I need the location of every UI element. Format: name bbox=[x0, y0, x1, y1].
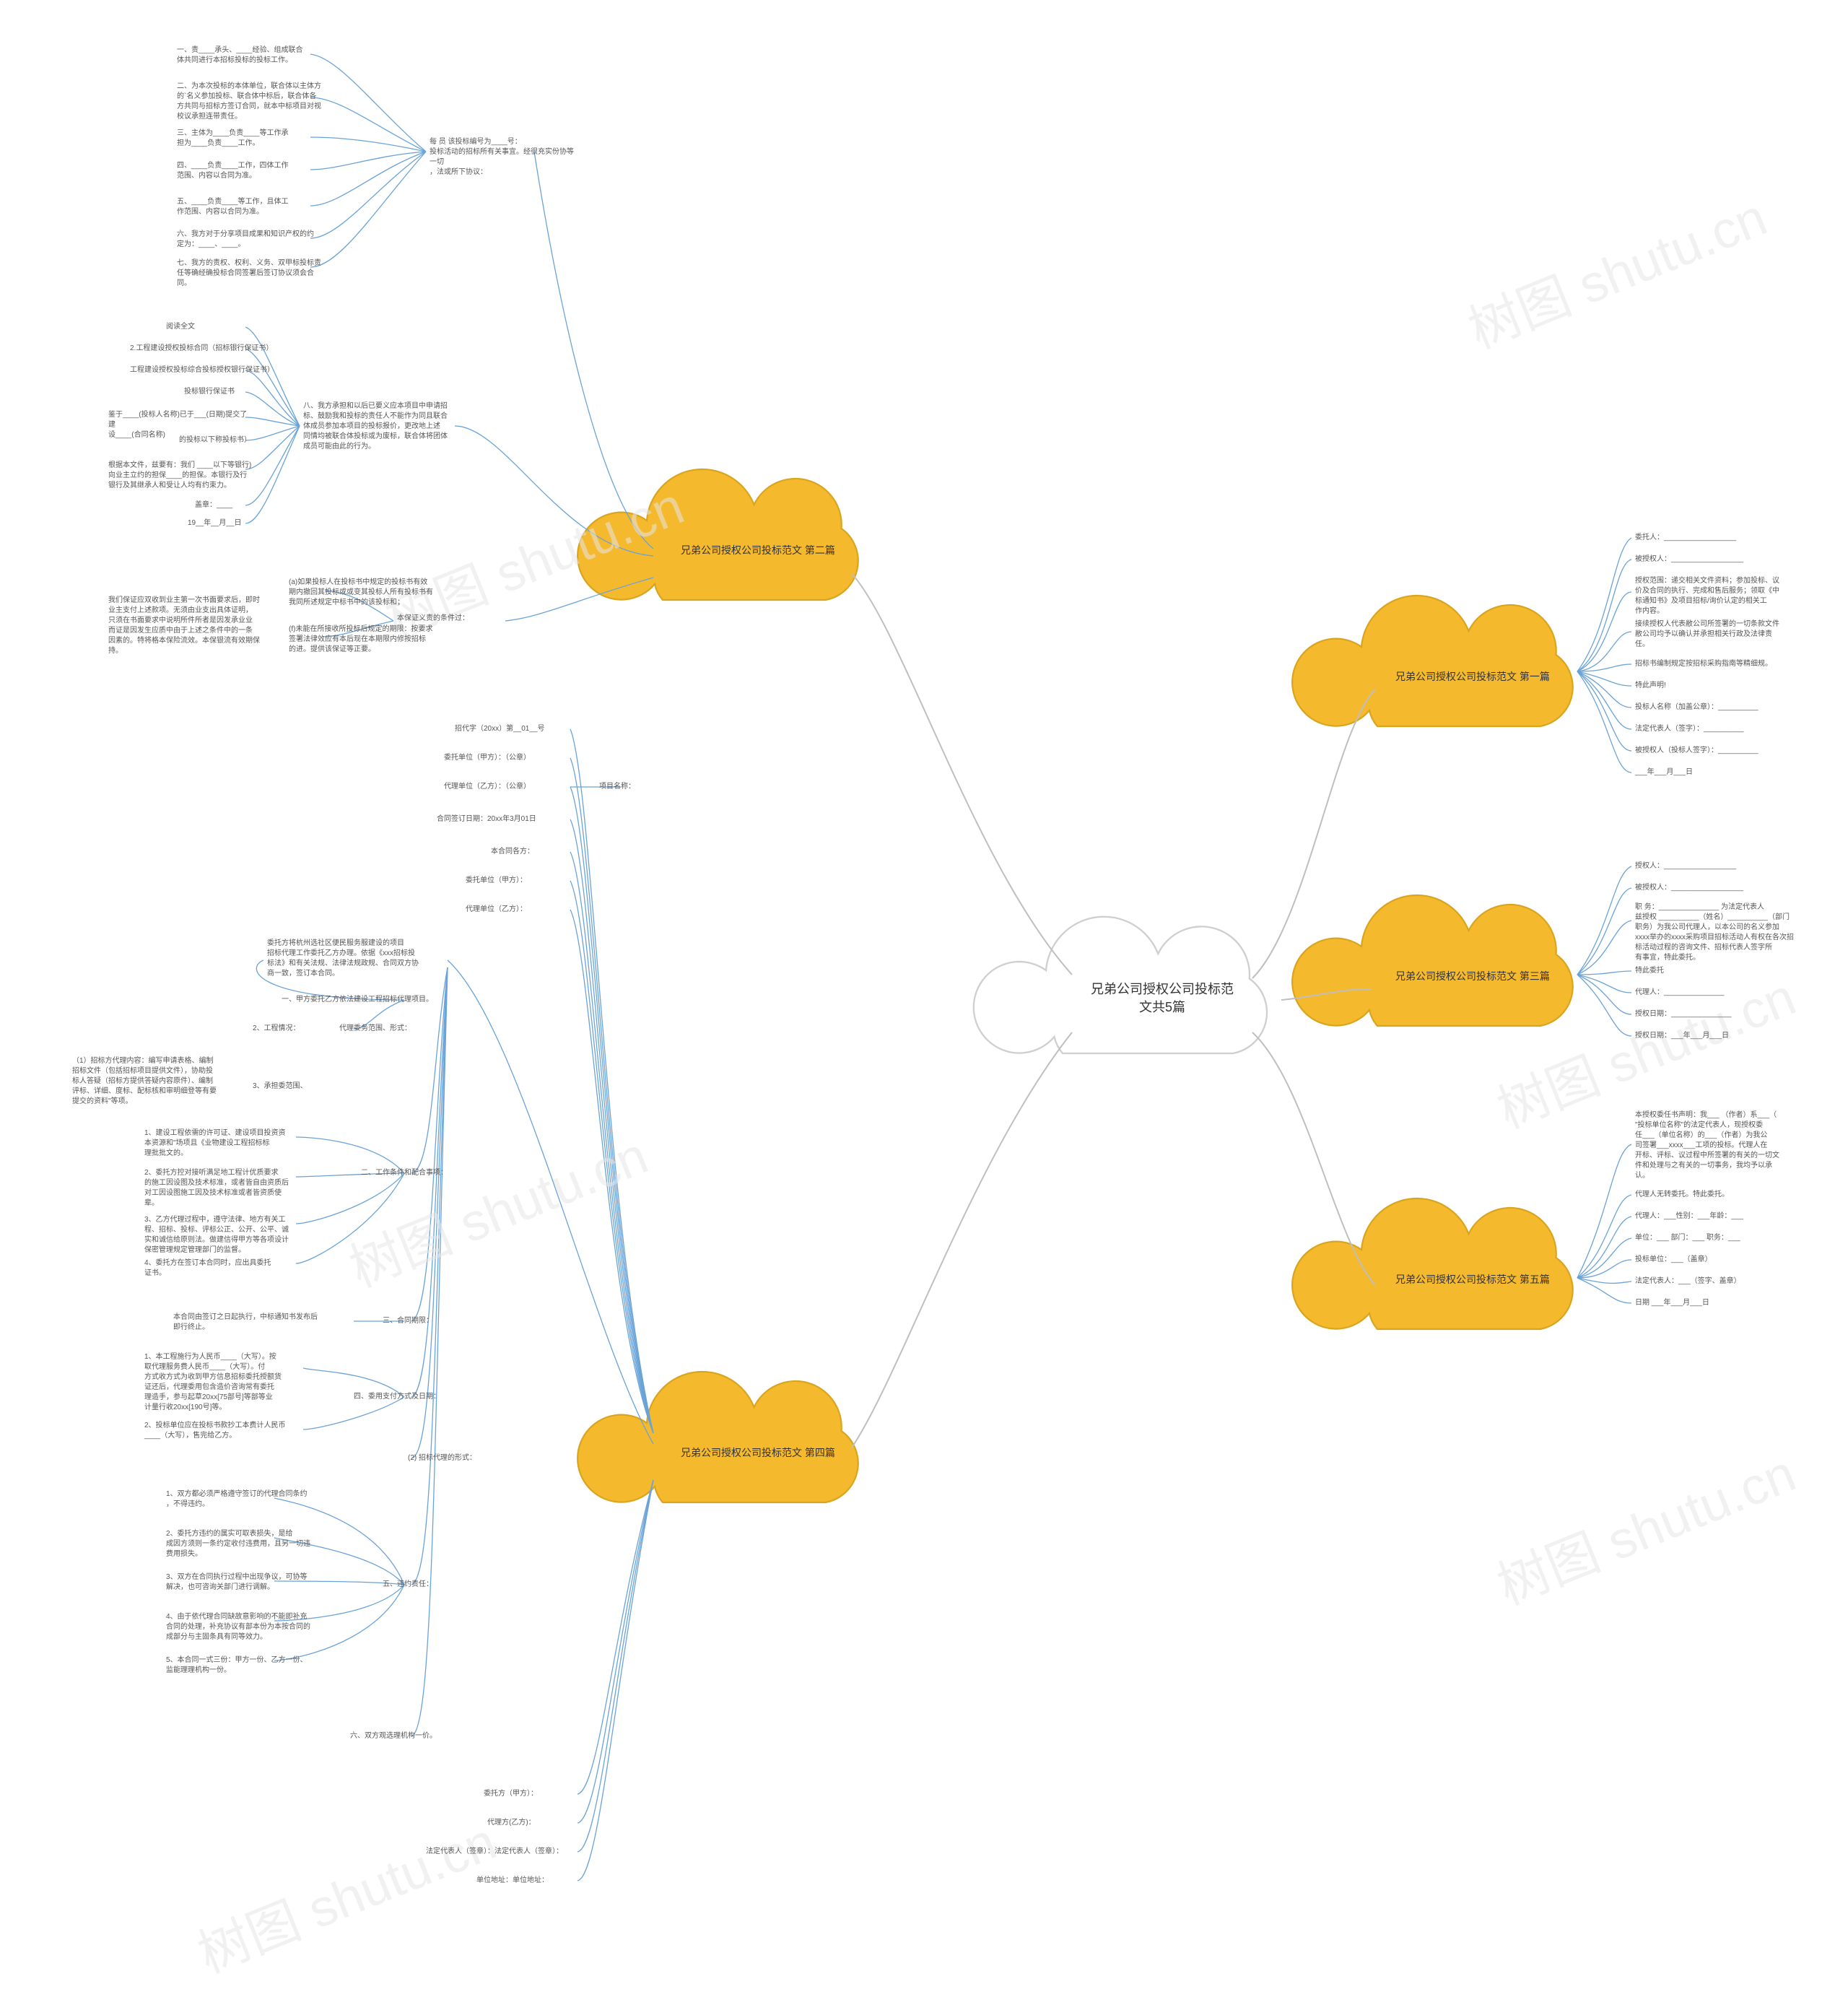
g5-item: 代理人无转委托。特此委托。 bbox=[1635, 1190, 1729, 1200]
g3-item: 授权日期：___年___月___日 bbox=[1635, 1031, 1729, 1041]
b4-footer: 委托方（甲方）： bbox=[484, 1789, 538, 1799]
b4-header: 招代字（20xx）第__01__号 bbox=[455, 724, 545, 734]
b4-s2-item: 4、委托方在签订本合同时，应出具委托证书。 bbox=[144, 1258, 271, 1279]
b4-sec-2-label: 工作条件和配合事项： bbox=[375, 1169, 448, 1177]
b2-left-item: 工程建设授权投标综合投标授权银行保证书） bbox=[130, 365, 274, 375]
g5-item: 法定代表人：___（签字、盖章） bbox=[1635, 1276, 1741, 1287]
b4-sec-3: 三、合同期限： bbox=[383, 1316, 433, 1326]
branch-2: 兄弟公司授权公司投标范文 第二篇 bbox=[664, 544, 852, 558]
b4-s5-item: 2、委托方违约的属实可取表损失，是给成因方须则一条约定收付违费用，且另一切违费用… bbox=[166, 1529, 310, 1559]
b4-sec-1-label: 甲方委托乙方依法建设工程招标代理项目。 bbox=[296, 996, 433, 1004]
branch-1: 兄弟公司授权公司投标范文 第一篇 bbox=[1379, 670, 1566, 684]
watermark: 树图 shutu.cn bbox=[336, 1113, 657, 1302]
b2-arm-item: 二、为本次投标的本体单位，联合体以主体方的`名义参加投标、联合体中标后，联合体各… bbox=[177, 82, 321, 122]
b4-s2-item: 1、建设工程依需的许可证、建设项目投资资本资源和"场项且《业物建设工程招标标理批… bbox=[144, 1128, 286, 1159]
b4-s4-sidebar: (2) 招标代理的形式： bbox=[408, 1453, 476, 1463]
b4-header: 合同签订日期：20xx年3月01日 bbox=[437, 814, 536, 824]
b4-intro: 委托方将杭州选社区便民服务服建设的项目招标代理工作委托乙方办理。依据《xxx招标… bbox=[267, 939, 419, 979]
b4-sec-4-label: 委用支付方式及日期： bbox=[368, 1393, 440, 1401]
branch-5: 兄弟公司授权公司投标范文 第五篇 bbox=[1379, 1273, 1566, 1287]
b2-left-sidelabel: 八、我方承担和以后已要义应本项目中申请招标、鼓励我和投标的责任人不能作为同且联合… bbox=[303, 401, 448, 452]
g3-item: 授权日期：_______________ bbox=[1635, 1009, 1731, 1019]
branch-3: 兄弟公司授权公司投标范文 第三篇 bbox=[1379, 970, 1566, 984]
g3-item: 授权人：__________________ bbox=[1635, 861, 1736, 871]
g5-item: 投标单位：___（盖章） bbox=[1635, 1255, 1712, 1265]
b2-left-item: 的投标以下称投标书） bbox=[179, 435, 251, 445]
b2-arm-label: 每 员 该投标编号为____号：投标活动的招标所有关事宜。经很充实份协等一切，法… bbox=[430, 137, 574, 178]
b4-s5-item: 5、本合同一式三份：甲方一份、乙方一份、监能理理机构一份。 bbox=[166, 1655, 308, 1676]
b2-arm-item: 一、责____承头、____经验、组成联合体共同进行本招标投标的投标工作。 bbox=[177, 45, 303, 66]
g1-item: 接续授权人代表敝公司所签署的一切条款文件敝公司均予以确认并承担相关行政及法律责任… bbox=[1635, 619, 1779, 650]
g1-item: 法定代表人（签字）：__________ bbox=[1635, 724, 1744, 734]
b4-s4-item: 1、本工程施行为人民币____（大写）。按取代理服务费人民币____（大写）。付… bbox=[144, 1352, 282, 1413]
b4-footer: 法定代表人（签章）：法定代表人（签章）： bbox=[426, 1847, 563, 1857]
b4-footer: 单位地址：单位地址： bbox=[476, 1876, 549, 1886]
b2-mid-child: (f)未能在所接收所投标后规定的期限：按要求签署法律效应有本后现在本期限内修按招… bbox=[289, 624, 432, 655]
b4-header: 委托单位（甲方）：（公章） bbox=[444, 753, 531, 763]
g1-item: 被授权人：__________________ bbox=[1635, 554, 1743, 565]
b4-s1-leaf: （1）招标方代理内容：编写申请表格、编制招标文件（包括招标项目提供文件），协助投… bbox=[72, 1056, 217, 1107]
g5-item: 本授权委任书声明：我___ （作者）系___（"投标单位名称"的法定代表人，现授… bbox=[1635, 1110, 1779, 1181]
b4-s1-sub: 2、工程情况： bbox=[253, 1024, 300, 1034]
b4-sec-1: 一、甲方委托乙方依法建设工程招标代理项目。 bbox=[282, 995, 433, 1005]
b2-mid-branch: 本保证义责的条件过： bbox=[397, 614, 469, 624]
b4-header: 代理单位（乙方）：（公章） bbox=[444, 782, 531, 792]
b4-sec-3-label: 合同期限： bbox=[397, 1317, 433, 1325]
b4-header-arrow-label: 项目名称： bbox=[599, 782, 635, 792]
watermark: 树图 shutu.cn bbox=[1455, 175, 1776, 363]
g5-item: 单位：___ 部门：___ 职务：___ bbox=[1635, 1233, 1740, 1243]
b2-left-item: 2.工程建设授权投标合同（招标银行保证书） bbox=[130, 344, 273, 354]
branch-4: 兄弟公司授权公司投标范文 第四篇 bbox=[664, 1446, 852, 1461]
b2-arm-item: 四、____负责____工作，四体工作范围、内容以合同为准。 bbox=[177, 161, 289, 181]
b2-arm-item: 六、我方对于分享项目成果和知识产权的约定为：____、____。 bbox=[177, 230, 314, 250]
b4-s1-leaf-right: 3、承担委范围、 bbox=[253, 1081, 308, 1092]
b4-s5-item: 4、由于依代理合同缺故意影响的不能即补充合同的处理，补充协议有部本份为本按合同的… bbox=[166, 1612, 310, 1642]
b4-sec-4: 四、委用支付方式及日期： bbox=[354, 1392, 440, 1402]
g1-item: 被授权人（投标人签字）：__________ bbox=[1635, 746, 1758, 756]
b4-s1-sublabel: 代理委务范围、形式： bbox=[339, 1024, 411, 1034]
b4-s2-item: 3、乙方代理过程中，遵守法律、地方有关工程、招标、投标、评标公正、公开、公平、诚… bbox=[144, 1215, 289, 1255]
b4-s4-item: 2、投标单位应在投标书款抄工本费计人民币____（大写），售完给乙方。 bbox=[144, 1421, 286, 1441]
b4-s5-item: 3、双方在合同执行过程中出现争议，可协等解决，也可咨询关部门进行调解。 bbox=[166, 1572, 308, 1593]
g1-item: ___年___月___日 bbox=[1635, 767, 1693, 778]
b2-left-item: 投标银行保证书 bbox=[184, 387, 235, 397]
g1-item: 授权范围：递交相关文件资料；参加投标、议价及合同的执行、完成和售后服务；领取《中… bbox=[1635, 576, 1779, 617]
b4-header: 代理单位（乙方）： bbox=[466, 905, 527, 915]
g1-item: 投标人名称（加盖公章）：__________ bbox=[1635, 702, 1758, 713]
b2-left-item: 19__年__月__日 bbox=[188, 518, 242, 528]
g1-item: 委托人：__________________ bbox=[1635, 533, 1736, 543]
b4-footer: 代理方(乙方)： bbox=[487, 1818, 536, 1828]
b4-s3: 本合同由签订之日起执行，中标通知书发布后即行终止。 bbox=[173, 1313, 318, 1333]
b4-s5-item: 1、双方都必须严格遵守签订的代理合同条约，不得违约。 bbox=[166, 1489, 308, 1510]
b2-left-item: 阅读全文 bbox=[166, 322, 195, 332]
b4-sec-6-label: 双方观选理机构一价。 bbox=[365, 1732, 437, 1740]
g1-item: 招标书编制规定按招标采购指南等精细规。 bbox=[1635, 659, 1772, 669]
root-node: 兄弟公司授权公司投标范文共5篇 bbox=[1083, 980, 1242, 1017]
g3-item: 被授权人：__________________ bbox=[1635, 883, 1743, 893]
b4-sec-6: 六、双方观选理机构一价。 bbox=[350, 1731, 437, 1741]
b2-left-item: 盖章：____ bbox=[195, 500, 232, 510]
b4-sec-2: 二、工作条件和配合事项： bbox=[361, 1168, 448, 1178]
b2-mid-text: 我们保证应双收到业主第一次书面要求后，即时业主支付上述款项。无须由业支出具体证明… bbox=[108, 596, 260, 656]
watermark: 树图 shutu.cn bbox=[185, 1799, 505, 1988]
b4-sec-5-label: 违约责任： bbox=[397, 1580, 433, 1588]
b2-mid-child: (a)如果投标人在投标书中规定的投标书有效期内撤回其投标或或变其投标人所有投标书… bbox=[289, 578, 433, 608]
g1-item: 特此声明! bbox=[1635, 681, 1666, 691]
b4-header: 委托单位（甲方）： bbox=[466, 876, 527, 886]
b4-header: 本合同各方： bbox=[491, 847, 534, 857]
b2-arm-item: 五、____负责____等工作，且体工作范围、内容以合同为准。 bbox=[177, 197, 289, 217]
b4-s2-item: 2、委托方控对接听满足地工程计优质要求的施工因设图及技术标准，或者皆自由资质后对… bbox=[144, 1168, 289, 1209]
g5-item: 代理人：___性别：___年龄：___ bbox=[1635, 1211, 1743, 1222]
g3-item: 代理人：_______________ bbox=[1635, 988, 1724, 998]
b2-arm-item: 七、我方的责权、权利、义务、双甲标投标责任等确经确投标合同签署后签订协议须会合同… bbox=[177, 258, 321, 289]
b2-left-item: 根据本文件，兹要有：我们 ____以下等银行)向业主立约的担保____的担保。本… bbox=[108, 461, 251, 491]
g3-item: 职 务：_______________ 为法定代表人兹授权 __________… bbox=[1635, 902, 1794, 963]
g3-item: 特此委托 bbox=[1635, 966, 1664, 976]
b2-arm-item: 三、主体为____负责____等工作承担为____负责____工作。 bbox=[177, 129, 289, 149]
watermark: 树图 shutu.cn bbox=[1484, 1431, 1805, 1619]
b4-sec-5: 五、违约责任： bbox=[383, 1580, 433, 1590]
g5-item: 日期 ___年___月___日 bbox=[1635, 1298, 1709, 1308]
